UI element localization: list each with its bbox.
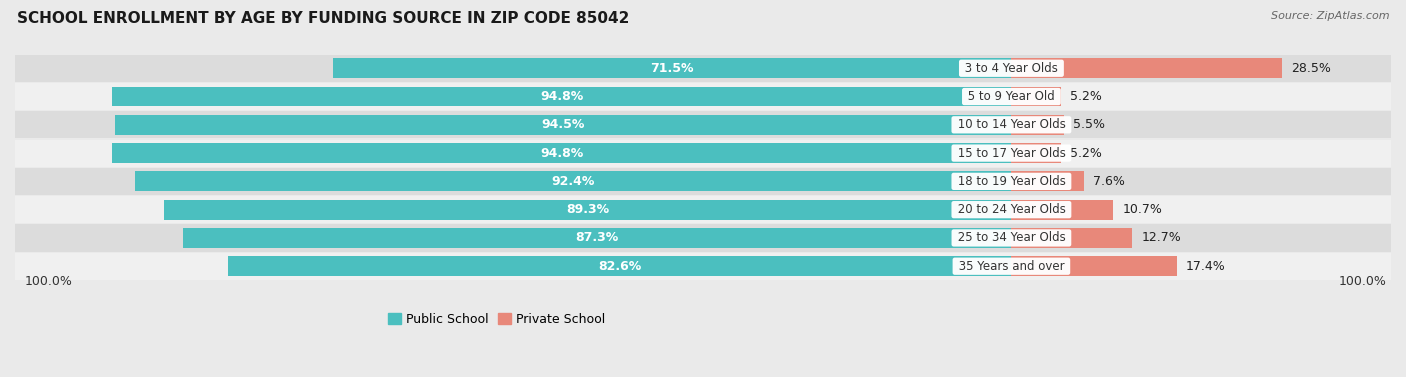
Text: 5.2%: 5.2%: [1070, 147, 1102, 159]
Text: 87.3%: 87.3%: [575, 231, 619, 244]
Text: 18 to 19 Year Olds: 18 to 19 Year Olds: [953, 175, 1069, 188]
Bar: [1011, 200, 1114, 219]
Text: 20 to 24 Year Olds: 20 to 24 Year Olds: [953, 203, 1069, 216]
Text: 5.2%: 5.2%: [1070, 90, 1102, 103]
Text: 89.3%: 89.3%: [567, 203, 609, 216]
Text: 94.5%: 94.5%: [541, 118, 585, 131]
Bar: [183, 228, 1011, 248]
Text: 94.8%: 94.8%: [540, 90, 583, 103]
Bar: [1011, 172, 1084, 191]
Bar: [1011, 143, 1060, 163]
Bar: [333, 58, 1011, 78]
Bar: [1011, 115, 1063, 135]
Bar: [15, 224, 1391, 251]
Text: 12.7%: 12.7%: [1142, 231, 1181, 244]
Text: SCHOOL ENROLLMENT BY AGE BY FUNDING SOURCE IN ZIP CODE 85042: SCHOOL ENROLLMENT BY AGE BY FUNDING SOUR…: [17, 11, 630, 26]
Text: Source: ZipAtlas.com: Source: ZipAtlas.com: [1271, 11, 1389, 21]
Text: 28.5%: 28.5%: [1291, 62, 1331, 75]
Bar: [165, 200, 1011, 219]
Text: 100.0%: 100.0%: [1339, 275, 1386, 288]
Bar: [15, 168, 1391, 195]
Text: 92.4%: 92.4%: [551, 175, 595, 188]
Bar: [1011, 256, 1177, 276]
Bar: [112, 143, 1011, 163]
Text: 35 Years and over: 35 Years and over: [955, 260, 1069, 273]
Text: 7.6%: 7.6%: [1092, 175, 1125, 188]
Bar: [1011, 58, 1282, 78]
Bar: [112, 87, 1011, 106]
Bar: [15, 196, 1391, 223]
Bar: [228, 256, 1011, 276]
Bar: [15, 111, 1391, 138]
Bar: [1011, 228, 1132, 248]
Text: 5 to 9 Year Old: 5 to 9 Year Old: [965, 90, 1059, 103]
Bar: [15, 253, 1391, 280]
Text: 3 to 4 Year Olds: 3 to 4 Year Olds: [962, 62, 1062, 75]
Text: 10 to 14 Year Olds: 10 to 14 Year Olds: [953, 118, 1069, 131]
Text: 10.7%: 10.7%: [1122, 203, 1163, 216]
Text: 71.5%: 71.5%: [651, 62, 695, 75]
Bar: [135, 172, 1011, 191]
Text: 5.5%: 5.5%: [1073, 118, 1105, 131]
Text: 25 to 34 Year Olds: 25 to 34 Year Olds: [953, 231, 1069, 244]
Text: 94.8%: 94.8%: [540, 147, 583, 159]
Text: 17.4%: 17.4%: [1187, 260, 1226, 273]
Bar: [15, 55, 1391, 82]
Bar: [115, 115, 1011, 135]
Legend: Public School, Private School: Public School, Private School: [388, 313, 605, 326]
Text: 82.6%: 82.6%: [598, 260, 641, 273]
Text: 100.0%: 100.0%: [24, 275, 72, 288]
Bar: [1011, 87, 1060, 106]
Bar: [15, 83, 1391, 110]
Bar: [15, 139, 1391, 167]
Text: 15 to 17 Year Olds: 15 to 17 Year Olds: [953, 147, 1069, 159]
